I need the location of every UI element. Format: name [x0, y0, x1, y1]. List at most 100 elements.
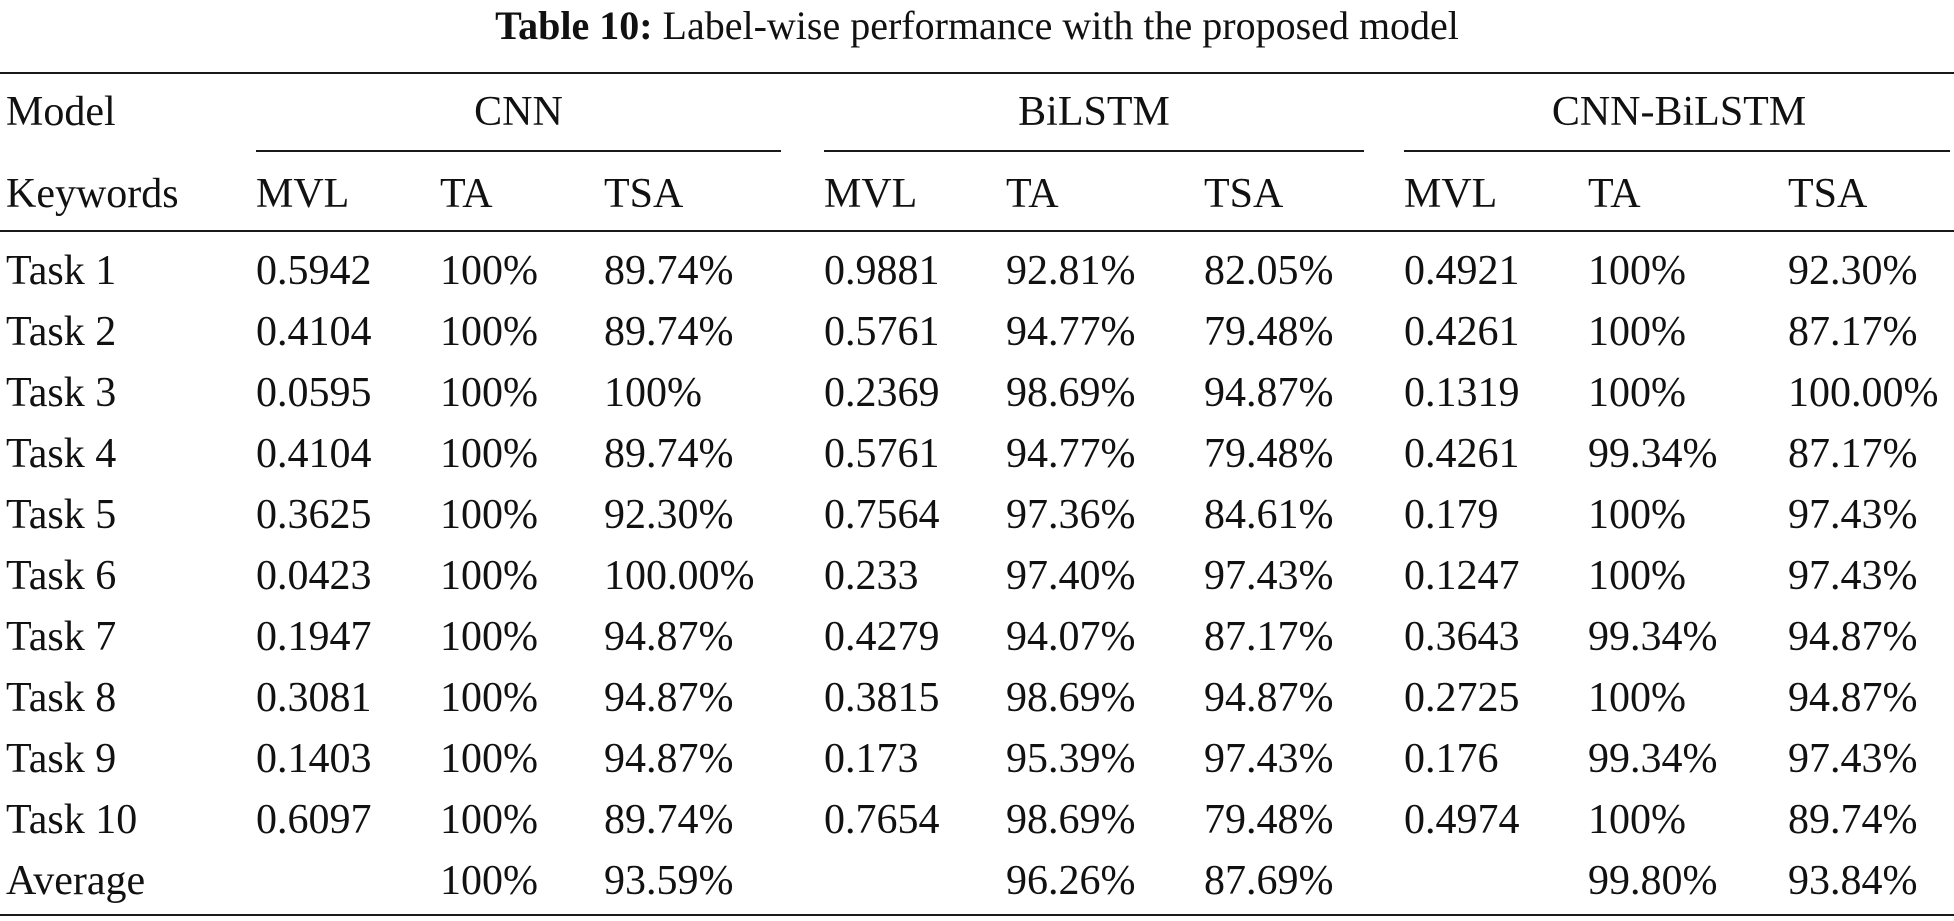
caption-text: Label-wise performance with the proposed… — [662, 3, 1459, 48]
bilstm-mvl-cell: 0.7564 — [824, 492, 940, 538]
cnn-tsa-cell: 92.30% — [604, 492, 734, 538]
row-label: Task 4 — [6, 431, 117, 477]
cnn-ta-cell: 100% — [440, 858, 538, 904]
subheader-tsa-bilstm: TSA — [1204, 171, 1284, 217]
cnn-tsa-cell: 94.87% — [604, 675, 734, 721]
cnn-bilstm-mvl-cell: 0.4261 — [1404, 309, 1520, 355]
bilstm-tsa-cell: 87.69% — [1204, 858, 1334, 904]
row-label: Task 7 — [6, 614, 117, 660]
cnn-ta-cell: 100% — [440, 736, 538, 782]
cnn-bilstm-mvl-cell: 0.179 — [1404, 492, 1499, 538]
cnn-mvl-cell: 0.1403 — [256, 736, 372, 782]
cnn-tsa-cell: 94.87% — [604, 736, 734, 782]
header-rule — [0, 230, 1954, 232]
bilstm-mvl-cell: 0.3815 — [824, 675, 940, 721]
subheader-mvl-cnn-bilstm: MVL — [1404, 171, 1498, 217]
bilstm-tsa-cell: 97.43% — [1204, 553, 1334, 599]
row-label: Average — [6, 858, 146, 904]
bilstm-tsa-cell: 94.87% — [1204, 675, 1334, 721]
cnn-mvl-cell: 0.4104 — [256, 309, 372, 355]
subheader-mvl-bilstm: MVL — [824, 171, 918, 217]
cnn-ta-cell: 100% — [440, 797, 538, 843]
cnn-bilstm-ta-cell: 100% — [1588, 492, 1686, 538]
cnn-mvl-cell: 0.1947 — [256, 614, 372, 660]
bottom-rule — [0, 914, 1954, 916]
bilstm-ta-cell: 98.69% — [1006, 370, 1136, 416]
cnn-ta-cell: 100% — [440, 370, 538, 416]
cnn-tsa-cell: 89.74% — [604, 431, 734, 477]
cnn-mvl-cell: 0.6097 — [256, 797, 372, 843]
cnn-bilstm-mvl-cell: 0.4921 — [1404, 248, 1520, 294]
group-rule-cnn-bilstm — [1404, 150, 1950, 152]
bilstm-ta-cell: 94.77% — [1006, 309, 1136, 355]
subheader-mvl-cnn: MVL — [256, 171, 350, 217]
cnn-tsa-cell: 100% — [604, 370, 702, 416]
bilstm-ta-cell: 97.36% — [1006, 492, 1136, 538]
cnn-bilstm-tsa-cell: 97.43% — [1788, 492, 1918, 538]
bilstm-mvl-cell: 0.2369 — [824, 370, 940, 416]
model-header: Model — [6, 89, 116, 135]
subheader-ta-bilstm: TA — [1006, 171, 1059, 217]
cnn-bilstm-tsa-cell: 87.17% — [1788, 309, 1918, 355]
bilstm-ta-cell: 98.69% — [1006, 675, 1136, 721]
bilstm-mvl-cell: 0.4279 — [824, 614, 940, 660]
row-label: Task 2 — [6, 309, 117, 355]
cnn-bilstm-mvl-cell: 0.1247 — [1404, 553, 1520, 599]
bilstm-ta-cell: 92.81% — [1006, 248, 1136, 294]
bilstm-ta-cell: 96.26% — [1006, 858, 1136, 904]
bilstm-tsa-cell: 79.48% — [1204, 431, 1334, 477]
cnn-mvl-cell: 0.3081 — [256, 675, 372, 721]
cnn-bilstm-ta-cell: 99.34% — [1588, 614, 1718, 660]
group-rule-cnn — [256, 150, 781, 152]
cnn-mvl-cell: 0.0595 — [256, 370, 372, 416]
cnn-bilstm-ta-cell: 100% — [1588, 248, 1686, 294]
bilstm-mvl-cell: 0.5761 — [824, 309, 940, 355]
cnn-bilstm-mvl-cell: 0.1319 — [1404, 370, 1520, 416]
cnn-bilstm-ta-cell: 99.34% — [1588, 431, 1718, 477]
cnn-bilstm-tsa-cell: 97.43% — [1788, 553, 1918, 599]
cnn-bilstm-tsa-cell: 94.87% — [1788, 675, 1918, 721]
cnn-tsa-cell: 93.59% — [604, 858, 734, 904]
cnn-bilstm-mvl-cell: 0.2725 — [1404, 675, 1520, 721]
cnn-bilstm-tsa-cell: 94.87% — [1788, 614, 1918, 660]
bilstm-tsa-cell: 94.87% — [1204, 370, 1334, 416]
bilstm-tsa-cell: 87.17% — [1204, 614, 1334, 660]
cnn-mvl-cell: 0.4104 — [256, 431, 372, 477]
row-label: Task 8 — [6, 675, 117, 721]
cnn-bilstm-tsa-cell: 93.84% — [1788, 858, 1918, 904]
subheader-ta-cnn-bilstm: TA — [1588, 171, 1641, 217]
row-label: Task 5 — [6, 492, 117, 538]
cnn-bilstm-mvl-cell: 0.4974 — [1404, 797, 1520, 843]
row-label: Task 10 — [6, 797, 138, 843]
cnn-bilstm-ta-cell: 100% — [1588, 553, 1686, 599]
cnn-bilstm-tsa-cell: 87.17% — [1788, 431, 1918, 477]
cnn-bilstm-tsa-cell: 89.74% — [1788, 797, 1918, 843]
bilstm-ta-cell: 94.77% — [1006, 431, 1136, 477]
cnn-bilstm-tsa-cell: 92.30% — [1788, 248, 1918, 294]
bilstm-tsa-cell: 79.48% — [1204, 797, 1334, 843]
cnn-bilstm-tsa-cell: 100.00% — [1788, 370, 1939, 416]
cnn-bilstm-ta-cell: 99.34% — [1588, 736, 1718, 782]
row-label: Task 6 — [6, 553, 117, 599]
subheader-tsa-cnn-bilstm: TSA — [1788, 171, 1868, 217]
top-rule — [0, 72, 1954, 74]
cnn-ta-cell: 100% — [440, 553, 538, 599]
cnn-tsa-cell: 89.74% — [604, 309, 734, 355]
cnn-ta-cell: 100% — [440, 309, 538, 355]
cnn-ta-cell: 100% — [440, 675, 538, 721]
bilstm-tsa-cell: 82.05% — [1204, 248, 1334, 294]
bilstm-mvl-cell: 0.173 — [824, 736, 919, 782]
bilstm-tsa-cell: 84.61% — [1204, 492, 1334, 538]
cnn-bilstm-mvl-cell: 0.176 — [1404, 736, 1499, 782]
cnn-bilstm-ta-cell: 99.80% — [1588, 858, 1718, 904]
bilstm-ta-cell: 97.40% — [1006, 553, 1136, 599]
cnn-tsa-cell: 89.74% — [604, 248, 734, 294]
cnn-ta-cell: 100% — [440, 492, 538, 538]
cnn-bilstm-tsa-cell: 97.43% — [1788, 736, 1918, 782]
bilstm-ta-cell: 95.39% — [1006, 736, 1136, 782]
group-header-cnn-bilstm: CNN-BiLSTM — [1551, 89, 1807, 135]
row-label: Task 3 — [6, 370, 117, 416]
group-header-bilstm: BiLSTM — [1018, 89, 1170, 135]
cnn-mvl-cell: 0.0423 — [256, 553, 372, 599]
bilstm-mvl-cell: 0.233 — [824, 553, 919, 599]
